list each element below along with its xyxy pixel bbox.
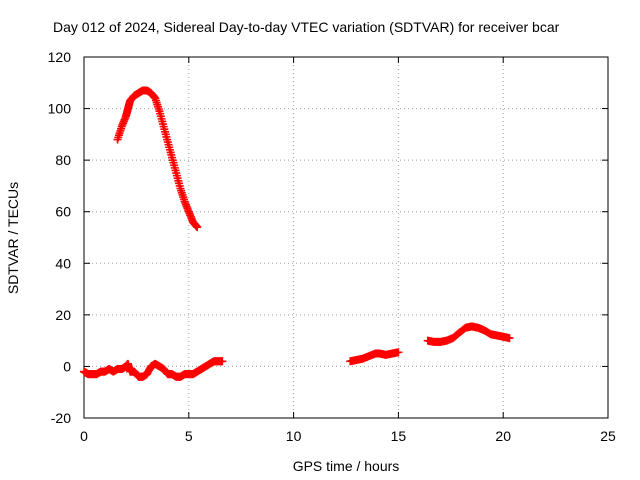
y-tick-label: -20	[51, 410, 71, 426]
data-point	[505, 334, 514, 343]
x-axis-label: GPS time / hours	[293, 458, 400, 474]
y-tick-label: 20	[55, 307, 71, 323]
plot-frame	[83, 56, 609, 419]
x-tick-label: 20	[495, 428, 511, 444]
grid-lines	[84, 57, 608, 418]
x-tick-label: 5	[185, 428, 193, 444]
y-tick-label: 0	[63, 358, 71, 374]
axis-ticks	[83, 56, 609, 419]
series-high-arc	[113, 86, 202, 232]
series-low-segment-3	[423, 322, 514, 346]
data-points	[80, 86, 514, 381]
series-low-segment-1	[80, 357, 227, 381]
chart-title: Day 012 of 2024, Sidereal Day-to-day VTE…	[53, 19, 560, 35]
x-tick-label: 0	[80, 428, 88, 444]
y-tick-labels: -20 0 20 40 60 80 100 120	[48, 49, 72, 426]
y-tick-label: 40	[55, 255, 71, 271]
y-tick-label: 100	[48, 101, 72, 117]
y-tick-label: 80	[55, 152, 71, 168]
series-low-segment-2	[346, 348, 403, 366]
x-tick-label: 10	[286, 428, 302, 444]
x-tick-label: 15	[391, 428, 407, 444]
x-tick-label: 25	[600, 428, 616, 444]
data-point	[193, 223, 202, 232]
y-axis-label: SDTVAR / TECUs	[5, 182, 21, 294]
y-tick-label: 120	[48, 49, 72, 65]
y-tick-label: 60	[55, 204, 71, 220]
data-point	[218, 357, 227, 366]
x-tick-labels: 0 5 10 15 20 25	[80, 428, 616, 444]
data-point	[394, 348, 403, 357]
